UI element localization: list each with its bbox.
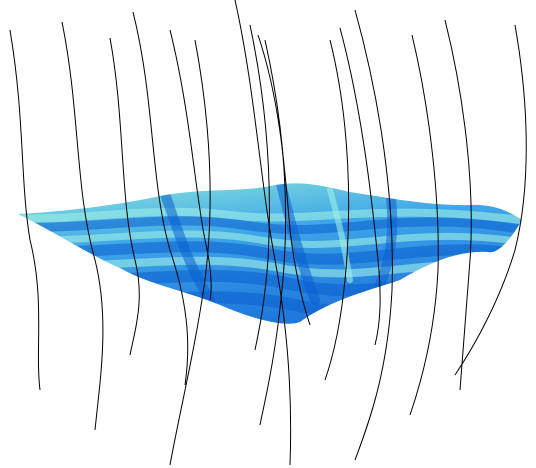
curve — [110, 38, 139, 355]
scene — [0, 0, 536, 468]
curve — [10, 30, 40, 390]
page — [0, 0, 536, 468]
